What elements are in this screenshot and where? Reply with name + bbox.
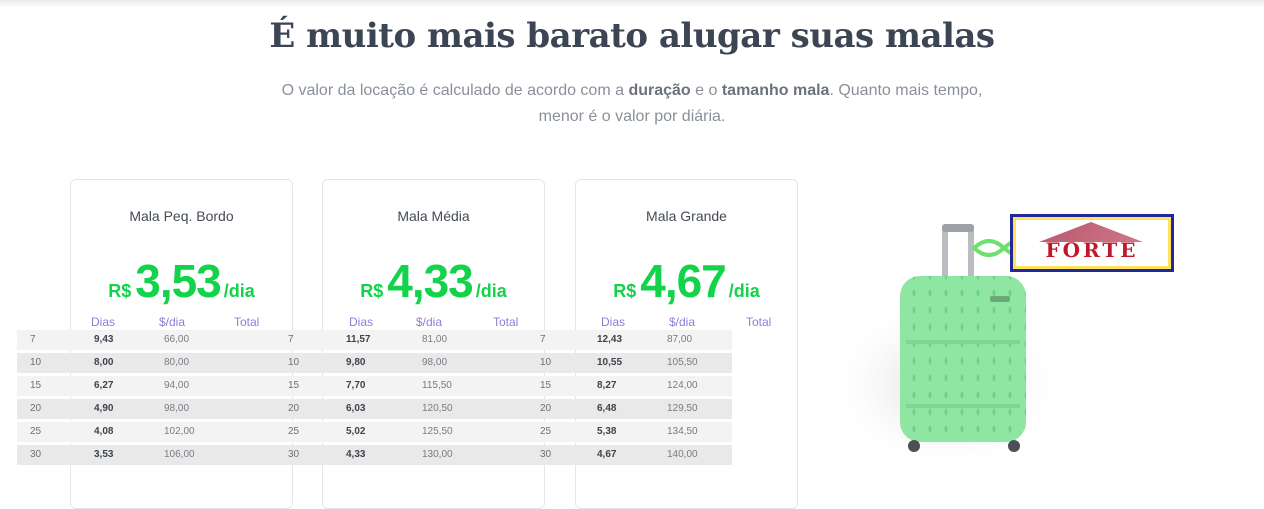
days-cell: 15 [30, 380, 42, 391]
rate-cell: 7,70 [346, 380, 366, 391]
rate-cell: 3,53 [94, 449, 114, 460]
card-title: Mala Peq. Bordo [129, 208, 234, 224]
days-cell: 30 [288, 449, 300, 460]
total-cell: 80,00 [164, 357, 190, 368]
price-display: R$3,53/dia [108, 255, 255, 307]
table-row: 30 3,53 106,00 30 4,33 130,00 30 4,67 140,00 [17, 445, 732, 465]
table-row: 10 8,00 80,00 10 9,80 98,00 10 10,55 105,50 [17, 353, 732, 373]
total-cell: 102,00 [164, 426, 195, 437]
rate-cell: 11,57 [346, 334, 371, 345]
days-cell: 20 [30, 403, 42, 414]
days-cell: 7 [288, 334, 294, 345]
days-cell: 25 [288, 426, 300, 437]
rate-cell: 8,00 [94, 357, 114, 368]
rate-cell: 5,02 [346, 426, 366, 437]
rate-cell: 4,08 [94, 426, 114, 437]
days-cell: 15 [540, 380, 552, 391]
days-cell: 25 [30, 426, 42, 437]
days-cell: 30 [30, 449, 42, 460]
days-cell: 7 [30, 334, 36, 345]
card-title: Mala Média [397, 208, 470, 224]
rate-cell: 9,43 [94, 334, 114, 345]
brand-tag: FORTE [1010, 214, 1174, 272]
total-cell: 120,50 [422, 403, 453, 414]
total-cell: 115,50 [422, 380, 452, 391]
total-cell: 81,00 [422, 334, 448, 345]
table-row: 25 4,08 102,00 25 5,02 125,50 25 5,38 134,50 [17, 422, 732, 442]
rate-cell: 8,27 [597, 380, 617, 391]
days-cell: 10 [288, 357, 300, 368]
days-cell: 20 [540, 403, 552, 414]
table-row: 20 4,90 98,00 20 6,03 120,50 20 6,48 129,50 [17, 399, 732, 419]
rate-cell: 4,67 [597, 449, 617, 460]
days-cell: 30 [540, 449, 552, 460]
rate-cell: 5,38 [597, 426, 617, 437]
price-display: R$4,67/dia [613, 255, 760, 307]
page-subtitle: O valor da locação é calculado de acordo… [281, 82, 983, 125]
price-table-rows: 7 9,43 66,00 7 11,57 81,00 7 12,43 87,00 10 8,00 80… [17, 330, 732, 468]
rate-cell: 4,33 [346, 449, 366, 460]
total-cell: 66,00 [164, 334, 190, 345]
suitcase-illustration [826, 224, 1066, 475]
total-cell: 98,00 [164, 403, 190, 414]
rate-cell: 4,90 [94, 403, 114, 414]
rate-cell: 12,43 [597, 334, 623, 345]
total-cell: 94,00 [164, 380, 190, 391]
days-cell: 10 [540, 357, 552, 368]
rate-cell: 9,80 [346, 357, 366, 368]
table-header: Dias $/dia Total [601, 315, 772, 329]
rate-cell: 6,48 [597, 403, 617, 414]
table-header: Dias $/dia Total [91, 315, 260, 329]
page-title: É muito mais barato alugar suas malas [269, 16, 995, 56]
total-cell: 125,50 [422, 426, 453, 437]
total-cell: 134,50 [667, 426, 698, 437]
price-display: R$4,33/dia [360, 255, 507, 307]
rate-cell: 10,55 [597, 357, 623, 368]
total-cell: 124,00 [667, 380, 698, 391]
table-row: 15 6,27 94,00 15 7,70 115,50 15 8,27 124,00 [17, 376, 732, 396]
forte-logo-text: FORTE [1045, 238, 1139, 262]
total-cell: 98,00 [422, 357, 448, 368]
days-cell: 20 [288, 403, 300, 414]
days-cell: 25 [540, 426, 552, 437]
total-cell: 106,00 [164, 449, 195, 460]
total-cell: 87,00 [667, 334, 693, 345]
total-cell: 130,00 [422, 449, 453, 460]
total-cell: 105,50 [667, 357, 698, 368]
days-cell: 15 [288, 380, 300, 391]
table-header: Dias $/dia Total [349, 315, 519, 329]
total-cell: 140,00 [667, 449, 698, 460]
days-cell: 10 [30, 357, 42, 368]
top-divider [0, 0, 1264, 8]
suitcase-image: FORTE [826, 200, 1186, 480]
card-title: Mala Grande [646, 208, 727, 224]
rate-cell: 6,27 [94, 380, 114, 391]
table-row: 7 9,43 66,00 7 11,57 81,00 7 12,43 87,00 [17, 330, 732, 350]
total-cell: 129,50 [667, 403, 698, 414]
days-cell: 7 [540, 334, 546, 345]
rate-cell: 6,03 [346, 403, 366, 414]
